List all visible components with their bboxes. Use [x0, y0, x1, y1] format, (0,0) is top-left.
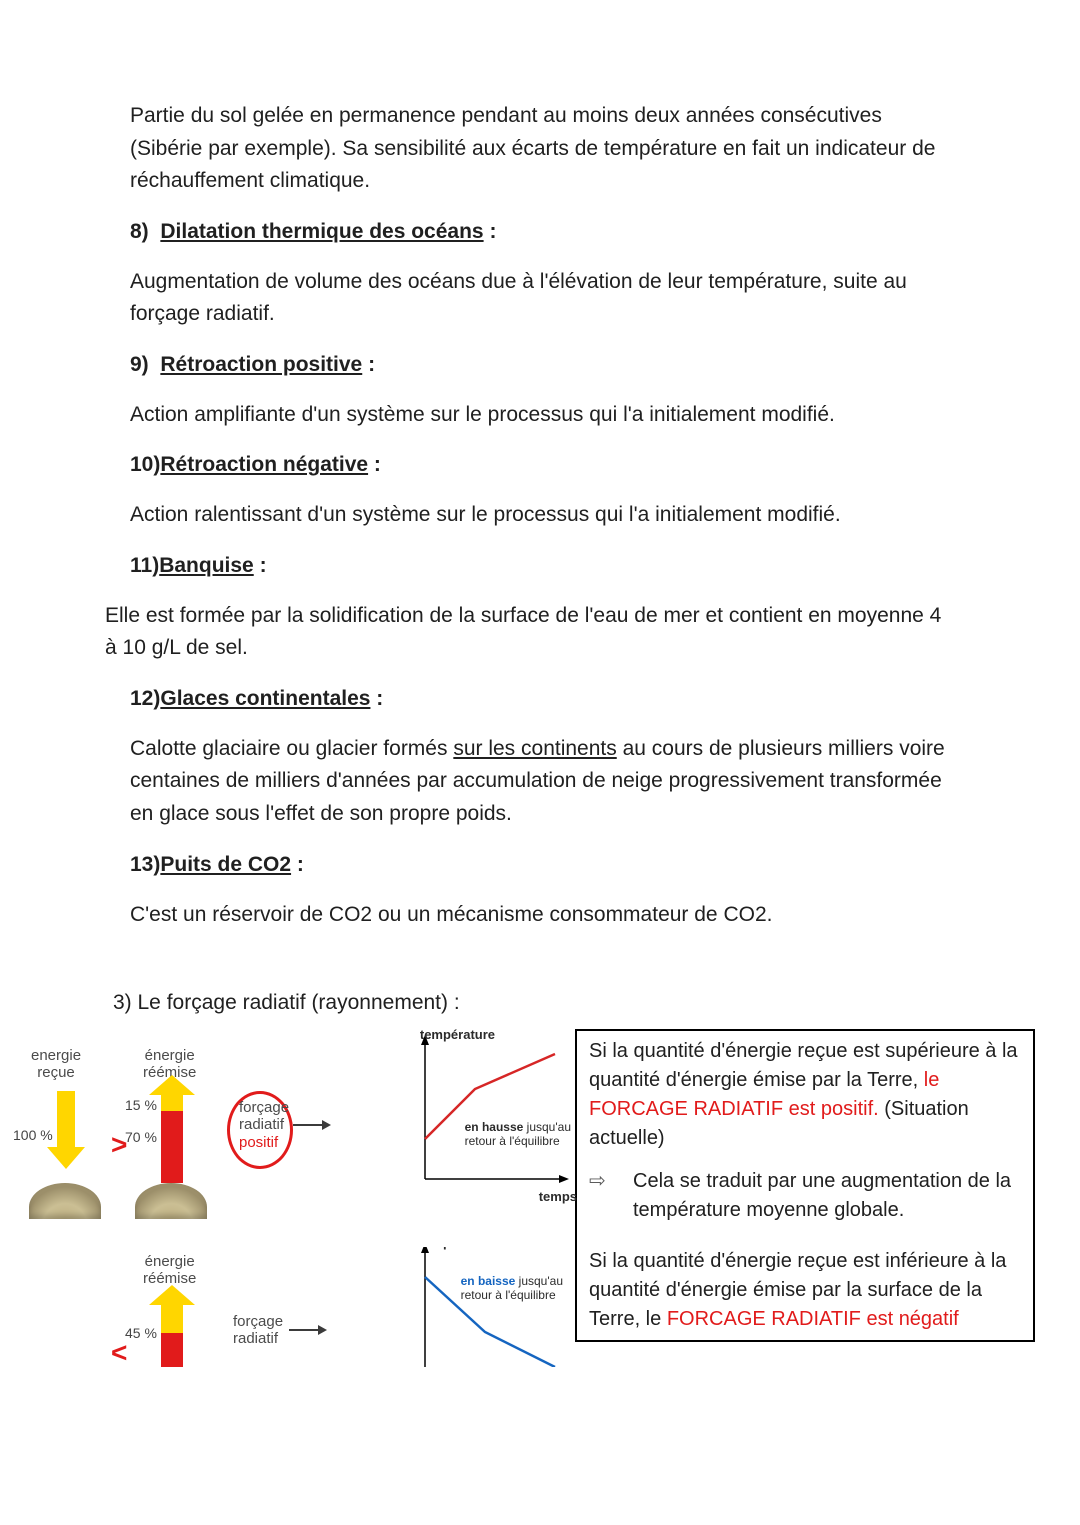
heading-13-title: Puits de CO2 [160, 853, 291, 876]
figure-text-box: Si la quantité d'énergie reçue est supér… [575, 1029, 1035, 1342]
heading-13: 13)Puits de CO2 : [130, 853, 950, 877]
pct-a-2: 45 % [125, 1325, 157, 1341]
chart2-ylabel: température [420, 1247, 495, 1250]
forcage-label-1: forçage radiatif positif [239, 1099, 289, 1151]
earth-out-1 [135, 1183, 207, 1219]
arrow-sun-incoming-1 [57, 1091, 75, 1151]
sign-lt: < [111, 1337, 127, 1367]
chart1-xlabel: temps [539, 1189, 577, 1204]
forcage-1-l1: forçage [239, 1099, 289, 1116]
body-13: C'est un réservoir de CO2 ou un mécanism… [130, 899, 950, 932]
pct-in-1: 100 % [13, 1127, 53, 1143]
emitted-bar-1 [161, 1093, 183, 1183]
forcage-1-l2: radiatif [239, 1116, 284, 1133]
figbox-p1-pre: Si la quantité d'énergie reçue est supér… [589, 1040, 1018, 1091]
heading-9-colon: : [362, 353, 375, 376]
heading-10-colon: : [368, 453, 381, 476]
heading-11-title: Banquise [159, 554, 254, 577]
chart2-note: en baisse jusqu'au retour à l'équilibre [461, 1275, 563, 1303]
body-11: Elle est formée par la solidification de… [105, 600, 950, 665]
intro-paragraph: Partie du sol gelée en permanence pendan… [130, 100, 950, 198]
pct-b-1: 70 % [125, 1129, 157, 1145]
thin-arrow-2 [289, 1329, 319, 1331]
heading-9: 9) Rétroaction positive : [130, 353, 950, 377]
label-energy-out-2: énergie réémise [143, 1253, 196, 1288]
emitted-bar-1-seg-red [161, 1111, 183, 1183]
emitted-bar-1-seg-yellow [161, 1093, 183, 1111]
document-page: Partie du sol gelée en permanence pendan… [0, 0, 1080, 931]
chart1-note-strong: en hausse [465, 1120, 524, 1134]
emitted-bar-1-tip-icon [149, 1075, 195, 1095]
heading-12-title: Glaces continentales [160, 687, 370, 710]
figbox-bullet-text: Cela se traduit par une augmentation de … [633, 1170, 1011, 1221]
heading-13-colon: : [291, 853, 304, 876]
body-8: Augmentation de volume des océans due à … [130, 266, 950, 331]
label-energy-in-1: energie reçue [31, 1047, 81, 1082]
body-12: Calotte glaciaire ou glacier formés sur … [130, 733, 950, 831]
chart1-note: en hausse jusqu'au retour à l'équilibre [465, 1121, 571, 1149]
heading-11-num: 11) [130, 554, 159, 577]
emitted-bar-2-seg-yellow [161, 1303, 183, 1333]
forcage-label-2: forçage radiatif [233, 1313, 283, 1348]
heading-10: 10)Rétroaction négative : [130, 453, 950, 477]
figbox-p2: Si la quantité d'énergie reçue est infér… [589, 1247, 1021, 1334]
figure-section: 3) Le forçage radiatif (rayonnement) : e… [105, 991, 1080, 1385]
chart-positive [405, 1029, 575, 1199]
heading-9-title: Rétroaction positive [160, 353, 362, 376]
right-arrow-icon: ⇨ [611, 1167, 633, 1196]
pct-a-1: 15 % [125, 1097, 157, 1113]
forcage-2-l1: forçage [233, 1313, 283, 1330]
body-10: Action ralentissant d'un système sur le … [130, 499, 950, 532]
emitted-bar-2-seg-red [161, 1333, 183, 1367]
figbox-bullet: ⇨Cela se traduit par une augmentation de… [589, 1167, 1021, 1225]
heading-12-colon: : [370, 687, 383, 710]
figure-section-title: 3) Le forçage radiatif (rayonnement) : [113, 991, 1080, 1015]
heading-8-num: 8) [130, 220, 149, 243]
heading-9-num: 9) [130, 353, 149, 376]
figbox-p1: Si la quantité d'énergie reçue est supér… [589, 1037, 1021, 1153]
heading-8: 8) Dilatation thermique des océans : [130, 220, 950, 244]
heading-11: 11)Banquise : [130, 554, 950, 578]
thin-arrow-1 [293, 1124, 323, 1126]
body-9: Action amplifiante d'un système sur le p… [130, 399, 950, 432]
heading-10-title: Rétroaction négative [160, 453, 368, 476]
body-12-pre: Calotte glaciaire ou glacier formés [130, 737, 453, 760]
chart1-ylabel: température [420, 1027, 495, 1042]
heading-8-colon: : [484, 220, 497, 243]
heading-8-title: Dilatation thermique des océans [160, 220, 483, 243]
panel-positive: energie reçue 100 % > énergie réémise 15… [105, 1029, 575, 1229]
forcage-1-l3: positif [239, 1134, 278, 1151]
chart-negative [405, 1247, 575, 1367]
figbox-p2-red: FORCAGE RADIATIF est négatif [667, 1308, 959, 1330]
chart2-note-strong: en baisse [461, 1274, 516, 1288]
forcage-2-l2: radiatif [233, 1330, 278, 1347]
heading-12: 12)Glaces continentales : [130, 687, 950, 711]
emitted-bar-2-tip-icon [149, 1285, 195, 1305]
figure-diagrams: energie reçue 100 % > énergie réémise 15… [105, 1029, 575, 1385]
heading-12-num: 12) [130, 687, 160, 710]
body-12-ul: sur les continents [453, 737, 616, 760]
heading-11-colon: : [254, 554, 267, 577]
heading-10-num: 10) [130, 453, 160, 476]
emitted-bar-2 [161, 1303, 183, 1367]
figure-row: energie reçue 100 % > énergie réémise 15… [105, 1029, 1035, 1385]
earth-in-1 [29, 1183, 101, 1219]
heading-13-num: 13) [130, 853, 160, 876]
panel-negative: énergie reçue 100 % < énergie réémise 45… [105, 1247, 575, 1367]
